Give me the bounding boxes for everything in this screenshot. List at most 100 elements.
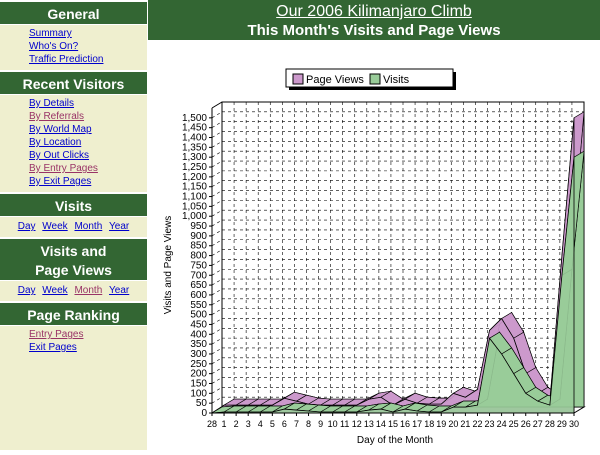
y-tick-label: 550 — [190, 300, 207, 311]
side-gridline — [211, 219, 223, 227]
visits-week-link[interactable]: Week — [42, 221, 68, 232]
x-tick-label: 13 — [364, 419, 374, 429]
vpv-month-link[interactable]: Month — [74, 285, 103, 296]
y-tick-label: 1,350 — [182, 142, 207, 153]
page-header: Our 2006 Kilimanjaro Climb This Month's … — [148, 0, 600, 40]
page-ranking-links: Entry Pages Exit Pages — [0, 326, 147, 358]
y-tick-label: 100 — [190, 388, 207, 399]
side-gridline — [211, 170, 223, 178]
vpv-week-link[interactable]: Week — [42, 285, 68, 296]
side-gridline — [211, 396, 223, 404]
x-tick-label: 26 — [521, 419, 531, 429]
y-axis-top-edge — [211, 101, 223, 109]
x-tick-label: 5 — [270, 419, 275, 429]
y-tick-label: 1,100 — [182, 192, 207, 203]
by-referrals-link[interactable]: By Referrals — [29, 111, 85, 122]
y-tick-label: 900 — [190, 231, 207, 242]
x-tick-label: 7 — [294, 419, 299, 429]
y-tick-label: 1,000 — [182, 211, 207, 222]
by-entry-pages-link[interactable]: By Entry Pages — [29, 163, 98, 174]
traffic-prediction-link[interactable]: Traffic Prediction — [29, 54, 104, 65]
y-tick-label: 50 — [196, 398, 208, 409]
grid-lines — [211, 102, 585, 407]
summary-link[interactable]: Summary — [29, 28, 72, 39]
x-tick-label: 8 — [306, 419, 311, 429]
section-general-header: General — [0, 0, 147, 25]
x-tick-label: 10 — [328, 419, 338, 429]
visits-month-link[interactable]: Month — [74, 221, 103, 232]
y-tick-label: 400 — [190, 329, 207, 340]
side-gridline — [211, 308, 223, 315]
side-gridline — [211, 337, 223, 345]
general-links: Summary Who's On? Traffic Prediction — [0, 25, 147, 70]
y-tick-label: 0 — [201, 408, 207, 419]
side-gridline — [211, 141, 223, 148]
y-tick-label: 700 — [190, 270, 207, 281]
side-gridline — [211, 209, 223, 217]
side-gridline — [211, 298, 223, 306]
y-tick-label: 600 — [190, 290, 207, 301]
side-gridline — [211, 229, 223, 237]
section-page-ranking-header: Page Ranking — [0, 301, 147, 326]
y-tick-label: 450 — [190, 319, 207, 330]
side-gridline — [211, 278, 223, 286]
chart-container: 0 50 100 150 200 250 300 350 400 450 500 550 600 650 7… — [148, 40, 600, 450]
side-gridline — [211, 269, 223, 276]
x-tick-label: 27 — [533, 419, 543, 429]
x-tick-label: 29 — [557, 419, 567, 429]
y-tick-label: 300 — [190, 349, 207, 360]
legend-label-page-views: Page Views — [306, 74, 364, 86]
side-gridline — [211, 111, 223, 119]
legend-swatch-page-views — [292, 73, 304, 85]
visits-day-link[interactable]: Day — [17, 221, 36, 232]
visits-page-views-chart: 0501001502002503003504004505005506006507… — [163, 68, 586, 446]
x-tick-label: 1 — [222, 419, 227, 429]
x-tick-label: 22 — [472, 419, 482, 429]
entry-pages-link[interactable]: Entry Pages — [29, 329, 84, 340]
y-tick-label: 150 — [190, 378, 207, 389]
by-world-map-link[interactable]: By World Map — [29, 124, 92, 135]
vpv-year-link[interactable]: Year — [109, 285, 130, 296]
x-tick-label: 14 — [376, 419, 386, 429]
vpv-day-link[interactable]: Day — [17, 285, 36, 296]
page-title: This Month's Visits and Page Views — [247, 22, 501, 39]
side-gridline — [211, 249, 223, 256]
side-gridline — [211, 160, 223, 168]
visits-page-views-title-line1: Visits and — [40, 243, 107, 259]
x-tick-label: 17 — [412, 419, 422, 429]
y-tick-label: 1,400 — [182, 133, 207, 144]
series-areas — [210, 111, 585, 414]
side-gridline — [211, 288, 223, 296]
x-tick-label: 15 — [388, 419, 398, 429]
visits-area-front — [211, 157, 575, 414]
legend-swatch-visits — [369, 73, 381, 85]
side-gridline — [211, 131, 223, 138]
y-tick-label: 200 — [190, 369, 207, 380]
by-exit-pages-link[interactable]: By Exit Pages — [29, 176, 92, 187]
y-tick-label: 1,150 — [182, 182, 207, 193]
x-tick-label: 19 — [436, 419, 446, 429]
x-axis-label: Day of the Month — [357, 435, 433, 446]
site-title-link[interactable]: Our 2006 Kilimanjaro Climb — [276, 3, 472, 20]
section-visits-header: Visits — [0, 192, 147, 217]
y-tick-label: 750 — [190, 260, 207, 271]
side-gridline — [211, 347, 223, 355]
x-tick-label: 9 — [318, 419, 323, 429]
by-location-link[interactable]: By Location — [29, 137, 82, 148]
exit-pages-link[interactable]: Exit Pages — [29, 342, 77, 353]
x-tick-label: 6 — [282, 419, 287, 429]
y-tick-label: 1,200 — [182, 172, 207, 183]
y-tick-label: 1,500 — [182, 113, 207, 124]
x-tick-label: 30 — [569, 419, 579, 429]
side-gridline — [211, 190, 223, 197]
visits-year-link[interactable]: Year — [109, 221, 130, 232]
whos-on-link[interactable]: Who's On? — [29, 41, 79, 52]
section-recent-visitors-header: Recent Visitors — [0, 70, 147, 95]
section-visits-page-views-header: Visits and Page Views — [0, 237, 147, 281]
x-tick-label: 21 — [460, 419, 470, 429]
sidebar: General Summary Who's On? Traffic Predic… — [0, 0, 147, 450]
by-out-clicks-link[interactable]: By Out Clicks — [29, 150, 90, 161]
legend-label-visits: Visits — [383, 74, 410, 86]
by-details-link[interactable]: By Details — [29, 98, 75, 109]
side-gridline — [211, 239, 223, 246]
